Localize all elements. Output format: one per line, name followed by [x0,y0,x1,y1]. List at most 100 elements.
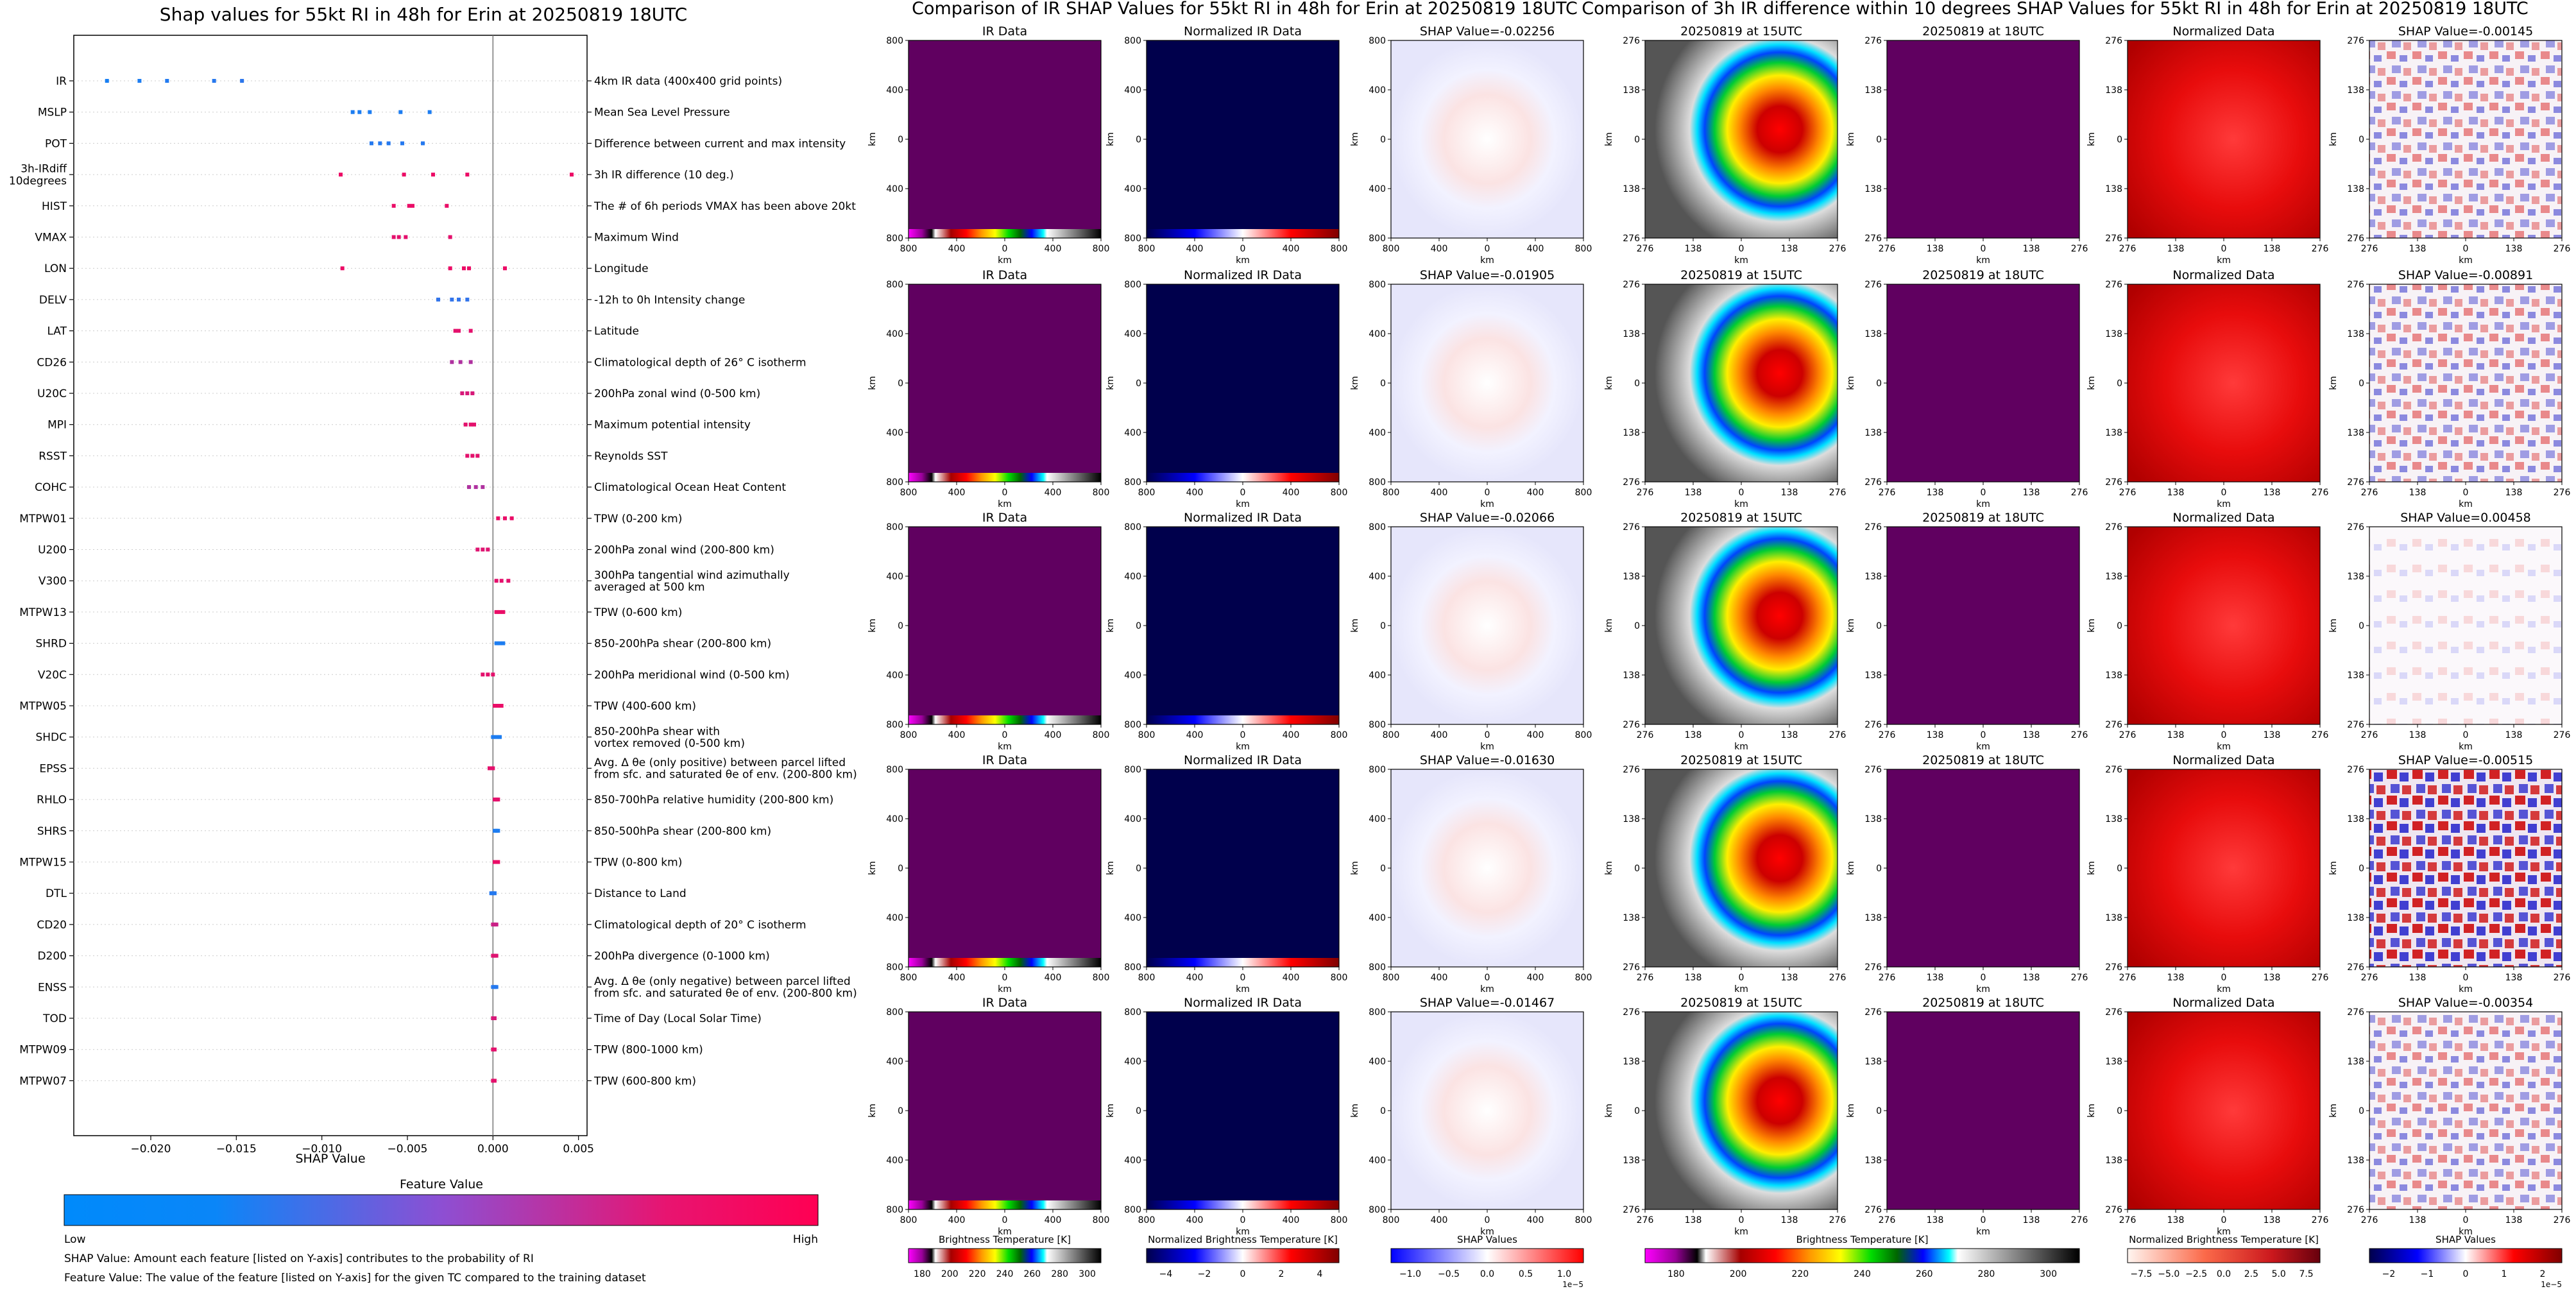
y-axis-label: km [1604,376,1614,390]
y-tick-label: 276 [1864,234,1882,244]
y-tick-label: 138 [2347,329,2364,339]
colorbar-tick-label: 1 [2502,1269,2507,1279]
y-axis-label: km [1604,861,1614,875]
shap-point [498,641,502,645]
note-shap: SHAP Value: Amount each feature [listed … [64,1252,534,1265]
feature-label: LAT [47,325,67,338]
x-tick-label: 400 [1527,488,1544,498]
x-axis-label: km [2459,255,2473,266]
ir-15utc-image [1645,40,1838,238]
y-tick-label: 800 [1369,1205,1386,1215]
ir-image [908,1012,1101,1209]
colorbar-tick-label: 280 [1978,1269,1995,1279]
y-tick-label: 800 [1369,280,1386,290]
feature-description-line: Longitude [594,262,649,275]
y-tick-label: 138 [2105,670,2122,681]
subplot-title: SHAP Value=-0.00354 [2398,996,2533,1010]
y-tick-label: 138 [2347,670,2364,681]
x-tick-label: 276 [1829,244,1847,254]
x-tick-label: 400 [1527,730,1544,740]
x-tick-label: 0 [1240,730,1246,740]
feature-label: DELV [39,294,67,307]
feature-description-line: 850-700hPa relative humidity (200-800 km… [594,794,833,807]
feature-label-line: SHDC [35,731,67,744]
x-tick-label: 800 [1331,488,1348,498]
feature-label-line: ENSS [38,981,67,994]
x-tick-label: 276 [2312,244,2329,254]
feature-description: Longitude [594,262,649,275]
shap-point [486,547,490,552]
x-tick-label: 800 [1575,730,1592,740]
y-tick-label: 0 [1136,379,1141,389]
x-tick-label: 276 [2554,488,2571,498]
shap-point [496,828,500,833]
y-tick-label: 400 [886,85,903,96]
x-tick-label: −0.020 [131,1143,171,1156]
feature-label: MTPW05 [19,700,67,713]
shap-point [450,360,454,364]
x-tick-label: 800 [1093,488,1110,498]
colorbar-tick-label: 2 [1279,1269,1284,1279]
feature-description: Climatological Ocean Heat Content [594,481,786,494]
feature-label-line: CD26 [37,356,67,369]
x-tick-label: −0.005 [388,1143,428,1156]
y-tick-label: 276 [1623,1205,1640,1215]
shap-point [499,579,504,583]
x-tick-label: 276 [2554,973,2571,983]
shap-point [370,141,373,146]
ir-18utc-image [1887,1012,2079,1209]
y-tick-label: 276 [2105,36,2122,46]
subplot-title: IR Data [982,511,1027,525]
x-axis-label: km [2459,499,2473,509]
normalized-edge-strip [1147,473,1339,482]
y-tick-label: 800 [1369,36,1386,46]
x-tick-label: 276 [2071,488,2088,498]
subplot-title: 20250819 at 15UTC [1680,268,1802,282]
subplot-title: SHAP Value=-0.02256 [1420,24,1555,38]
ir-shap-map [1391,769,1583,967]
feature-labels: IR MSLP POT 3h-IRdiff 10degrees HIST VMAX LON DE… [9,75,74,1088]
x-tick-label: 276 [2361,1215,2378,1225]
y-tick-label: 400 [1369,428,1386,438]
y-tick-label: 800 [1124,280,1141,290]
y-tick-label: 138 [2347,572,2364,582]
y-tick-label: 276 [1864,765,1882,775]
subplot-title: SHAP Value=-0.01467 [1420,996,1555,1010]
x-tick-label: 0 [2221,244,2227,254]
x-tick-label: 138 [2505,730,2523,740]
y-tick-label: 276 [1864,1205,1882,1215]
colorbar-tick-label: −2 [2382,1269,2396,1279]
subplot-title: 20250819 at 18UTC [1922,24,2044,38]
y-tick-label: 276 [1623,234,1640,244]
normalized-difference-image [2128,40,2320,238]
note-feature: Feature Value: The value of the feature … [64,1272,646,1285]
x-tick-label: 276 [2071,244,2088,254]
x-tick-label: 138 [2167,488,2185,498]
y-tick-label: 800 [1124,962,1141,973]
y-tick-label: 276 [1623,765,1640,775]
y-tick-label: 276 [1623,962,1640,973]
x-tick-label: 138 [2409,730,2427,740]
subplot-title: SHAP Value=-0.00515 [2398,753,2533,767]
shap-point [493,1047,497,1052]
feature-description-line: Time of Day (Local Solar Time) [593,1012,762,1025]
feature-label-line: D200 [37,950,67,963]
shap-point [494,610,499,614]
y-tick-label: 138 [1623,184,1640,194]
feature-label-line: LON [44,262,67,275]
x-tick-label: 0 [1002,1215,1008,1225]
x-axis-label: km [998,984,1012,994]
y-tick-label: 800 [1369,234,1386,244]
y-tick-label: 138 [1623,85,1640,96]
y-axis-label: km [2086,376,2097,390]
shap-point [470,391,475,395]
subplot-title: Normalized IR Data [1184,753,1302,767]
colorbar-tick-label: 180 [1668,1269,1685,1279]
shap-point [212,79,216,83]
x-tick-label: 138 [2264,730,2281,740]
x-tick-label: 276 [1829,488,1847,498]
y-tick-label: 800 [886,962,903,973]
y-tick-label: 0 [1380,621,1386,631]
y-tick-label: 0 [2117,135,2122,145]
x-axis-label: km [1976,255,1990,266]
